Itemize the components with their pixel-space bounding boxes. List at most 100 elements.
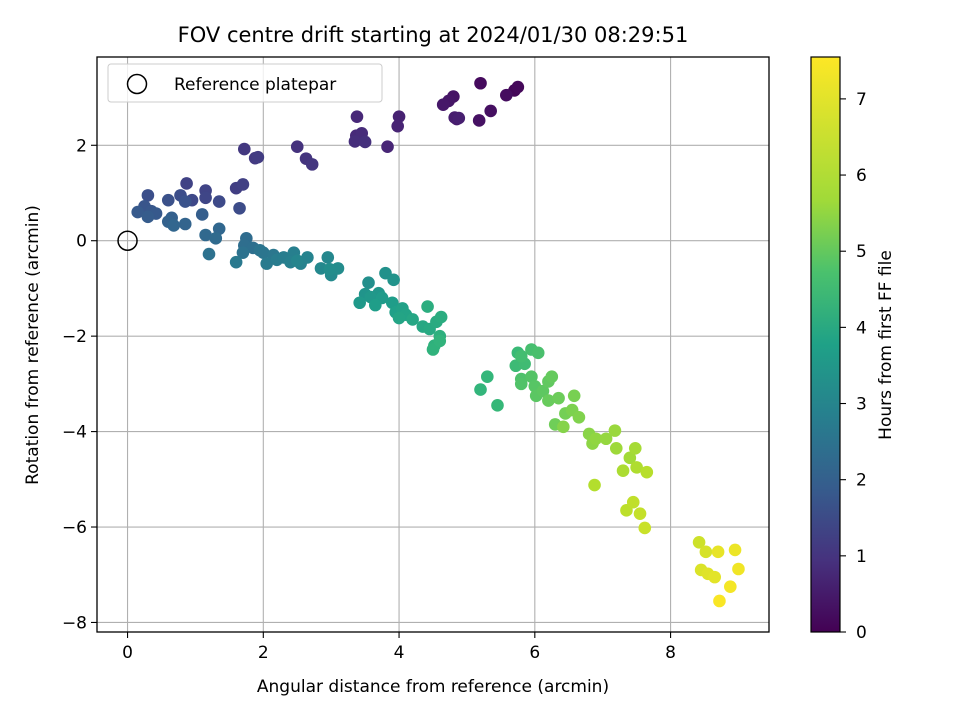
x-tick-label: 4 (394, 643, 405, 663)
data-point (692, 535, 706, 549)
data-point (141, 189, 155, 202)
reference-marker (117, 230, 138, 251)
data-point (589, 432, 603, 446)
data-point (536, 384, 550, 398)
data-point (237, 142, 251, 156)
data-point (180, 177, 193, 190)
data-point (724, 580, 737, 593)
chart-title: FOV centre drift starting at 2024/01/30 … (178, 23, 689, 47)
y-axis-label: Rotation from reference (arcmin) (23, 205, 43, 485)
data-point (199, 228, 212, 242)
data-point (369, 298, 382, 312)
data-point (167, 219, 181, 232)
data-point (472, 114, 486, 127)
colorbar-tick-label: 0 (856, 623, 867, 643)
data-point (552, 391, 565, 405)
x-tick-label: 6 (529, 643, 540, 663)
data-point (474, 383, 487, 396)
data-point (426, 343, 440, 356)
data-point (557, 420, 570, 434)
data-point (531, 346, 545, 360)
data-point (353, 296, 366, 310)
colorbar: 0 1 2 3 4 5 6 7 Hours from first FF file (810, 56, 896, 643)
plot-area: 0 2 4 6 8 −8 −6 −4 −2 0 2 (62, 56, 770, 663)
data-point (545, 370, 559, 384)
data-point (588, 478, 601, 492)
x-axis-ticks: 0 2 4 6 8 (122, 632, 676, 663)
data-point (251, 150, 265, 164)
data-point (623, 451, 637, 465)
colorbar-tick-label: 2 (856, 471, 867, 491)
data-point (599, 432, 613, 446)
data-point (481, 370, 494, 384)
plot-frame (96, 56, 770, 633)
data-point (514, 349, 528, 363)
y-tick-label: 0 (76, 232, 87, 252)
colorbar-ticks: 0 1 2 3 4 5 6 7 (840, 90, 867, 643)
colorbar-tick-label: 1 (856, 547, 867, 567)
data-point (141, 210, 155, 224)
data-point (732, 562, 745, 576)
data-point (708, 570, 721, 584)
data-point (305, 158, 319, 171)
data-point (542, 394, 555, 407)
data-point (195, 208, 209, 221)
data-point (711, 545, 725, 559)
y-tick-label: 2 (76, 136, 87, 156)
data-point (260, 257, 273, 270)
data-point (321, 251, 335, 264)
data-point (406, 313, 419, 326)
y-tick-label: −4 (62, 423, 87, 443)
data-point (229, 255, 243, 269)
data-point (514, 377, 528, 391)
x-axis-label: Angular distance from reference (arcmin) (257, 677, 609, 697)
data-point (209, 232, 223, 245)
data-point (348, 135, 362, 148)
data-point (630, 461, 643, 474)
data-point (638, 521, 652, 535)
data-point (572, 410, 586, 424)
data-point (484, 104, 497, 118)
data-point (421, 300, 434, 313)
data-point (433, 334, 447, 348)
data-point (178, 195, 192, 208)
data-point (633, 507, 647, 520)
data-point (212, 222, 226, 236)
colorbar-gradient (810, 56, 841, 633)
data-point (161, 193, 175, 207)
data-point (500, 88, 513, 102)
data-point (323, 263, 337, 276)
data-point (236, 178, 250, 191)
data-point (525, 370, 538, 384)
data-point (362, 276, 375, 290)
data-point (212, 195, 226, 208)
data-point (199, 191, 212, 205)
data-point (640, 465, 654, 479)
grid (97, 57, 769, 632)
x-tick-label: 2 (258, 643, 269, 663)
data-point (474, 76, 487, 90)
data-point (350, 110, 364, 123)
colorbar-tick-label: 7 (856, 90, 867, 110)
colorbar-label: Hours from first FF file (876, 250, 896, 440)
data-point (728, 543, 742, 557)
data-point (290, 140, 304, 154)
data-point (434, 310, 448, 324)
data-point (567, 389, 581, 403)
data-point (491, 399, 504, 412)
data-point (257, 246, 270, 259)
data-point (381, 140, 394, 154)
data-point (233, 201, 246, 215)
data-point (608, 424, 622, 437)
data-point (511, 80, 525, 94)
data-point (713, 594, 726, 608)
data-point (290, 254, 304, 268)
data-point (131, 205, 145, 219)
legend-box (107, 63, 383, 103)
data-point (202, 247, 216, 261)
y-axis-ticks: −8 −6 −4 −2 0 2 (62, 136, 97, 633)
data-point (609, 441, 623, 455)
data-point (699, 545, 713, 559)
data-point (387, 273, 400, 287)
